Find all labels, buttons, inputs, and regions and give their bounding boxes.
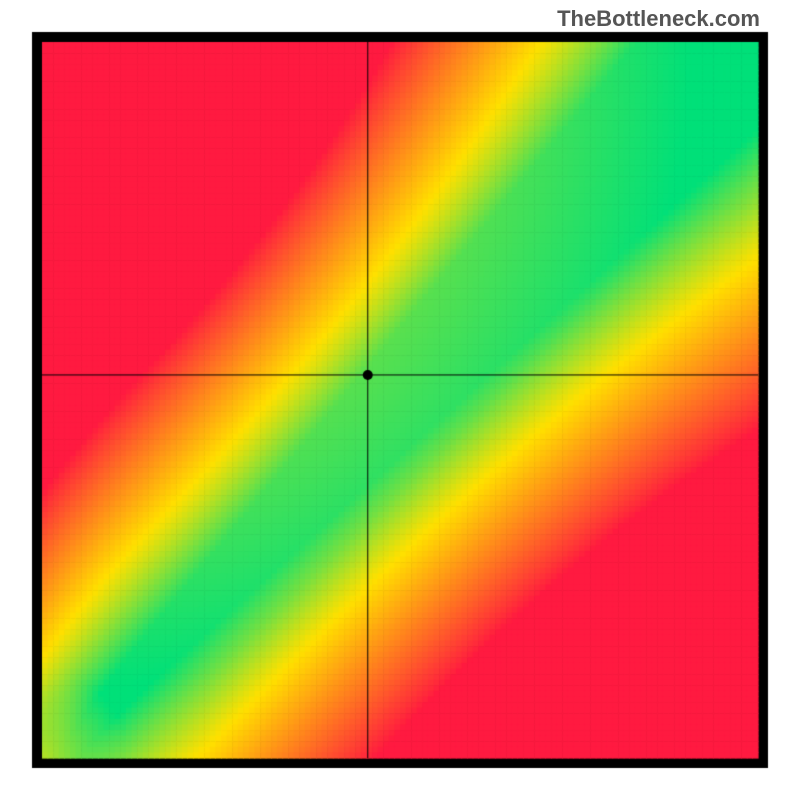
watermark-text: TheBottleneck.com xyxy=(557,6,760,32)
bottleneck-heatmap xyxy=(0,0,800,800)
chart-container: TheBottleneck.com xyxy=(0,0,800,800)
